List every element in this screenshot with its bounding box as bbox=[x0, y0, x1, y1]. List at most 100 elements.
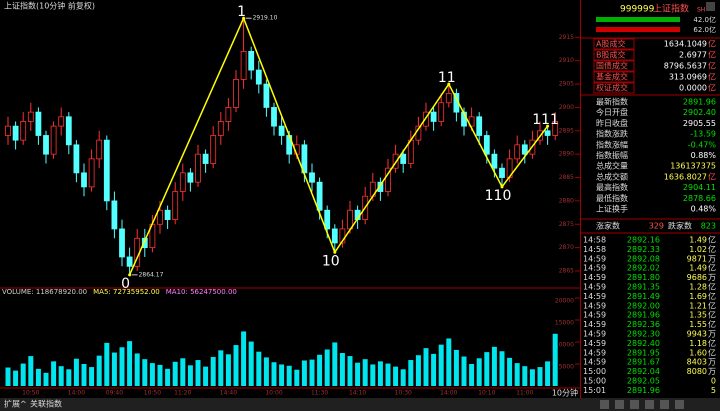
volume-bar bbox=[225, 354, 231, 386]
volume-bar bbox=[96, 355, 102, 386]
trade-time: 14:59 bbox=[583, 264, 606, 273]
candle-body bbox=[468, 116, 475, 127]
volume-bar bbox=[355, 362, 361, 386]
icon[interactable] bbox=[675, 400, 684, 409]
candle-body bbox=[35, 111, 42, 136]
trade-unit: 亿 bbox=[708, 282, 716, 292]
stat-value: 2904.11 bbox=[683, 183, 716, 192]
trade-time: 14:59 bbox=[583, 320, 606, 329]
candle-body bbox=[20, 121, 27, 141]
icon[interactable] bbox=[645, 400, 654, 409]
icon[interactable] bbox=[706, 2, 715, 11]
trade-amount: 5 bbox=[711, 386, 716, 395]
stat-label: 国债成交 bbox=[596, 61, 628, 71]
trade-price: 2892.00 bbox=[627, 301, 660, 310]
candle-body bbox=[248, 50, 255, 71]
candle-body bbox=[331, 228, 338, 244]
trade-amount: 1.02 bbox=[689, 245, 707, 254]
icon[interactable] bbox=[615, 400, 624, 409]
volume-bar bbox=[187, 365, 193, 386]
trade-unit: 万 bbox=[708, 358, 716, 367]
stat-value: -0.47% bbox=[688, 140, 717, 149]
volume-bar bbox=[461, 356, 467, 386]
volume-bar bbox=[324, 349, 330, 386]
wave-label: 11 bbox=[438, 70, 456, 86]
candle-body bbox=[552, 121, 559, 136]
trade-unit: 万 bbox=[708, 254, 716, 263]
candle-body bbox=[96, 139, 103, 160]
volume-bar bbox=[317, 354, 323, 386]
candle-body bbox=[172, 191, 179, 220]
candle-body bbox=[240, 50, 247, 80]
volume-bar bbox=[438, 344, 444, 386]
candle-body bbox=[476, 116, 483, 136]
stat-label: 最新指数 bbox=[596, 97, 628, 107]
candle-body bbox=[126, 256, 133, 267]
candle-body bbox=[423, 111, 429, 127]
volume-bar bbox=[545, 361, 551, 386]
candle-body bbox=[141, 237, 148, 249]
y-tick-label: 2875 bbox=[559, 221, 574, 228]
trade-price: 2891.35 bbox=[627, 283, 660, 292]
wave-label: 111 bbox=[532, 112, 559, 128]
period-label[interactable]: 10分钟 bbox=[552, 388, 578, 398]
trade-amount: 9871 bbox=[687, 254, 707, 263]
trade-unit: 亿 bbox=[708, 244, 716, 254]
candle-body bbox=[157, 209, 163, 225]
x-tick-label: 10:10 bbox=[478, 390, 495, 397]
y-tick-label: 2885 bbox=[559, 174, 574, 181]
candle-body bbox=[217, 121, 224, 136]
volume-bar bbox=[149, 363, 155, 386]
trade-amount: 1.49 bbox=[689, 236, 707, 245]
volume-bar bbox=[385, 363, 391, 386]
volume-bar bbox=[529, 369, 535, 386]
volume-bar bbox=[35, 368, 41, 386]
volume-legend: MA10: 56247500.00 bbox=[166, 288, 237, 296]
candle-body bbox=[233, 79, 239, 108]
volume-bar bbox=[104, 342, 110, 386]
trade-unit: 万 bbox=[708, 273, 716, 282]
stat-value: 1634.1049 bbox=[664, 40, 707, 49]
x-tick-label: 14:10 bbox=[349, 390, 366, 397]
candle-body bbox=[278, 125, 285, 136]
stat-value: 0.48% bbox=[691, 205, 717, 214]
trade-time: 14:58 bbox=[583, 245, 606, 254]
candle-body bbox=[43, 135, 49, 155]
stat-label: 总成交额 bbox=[596, 171, 628, 181]
tab[interactable]: 扩展^ bbox=[4, 399, 27, 409]
candle-body bbox=[483, 135, 490, 155]
icon[interactable] bbox=[660, 400, 669, 409]
stat-label: 最高指数 bbox=[596, 182, 628, 192]
stat-unit: 亿 bbox=[708, 72, 716, 82]
trade-price: 2892.02 bbox=[627, 264, 660, 273]
stat-label: 总成交量 bbox=[596, 161, 628, 171]
y-tick-label: 2900 bbox=[559, 104, 574, 111]
stat-unit: 亿 bbox=[708, 171, 716, 181]
stat-label: 权证成交 bbox=[596, 83, 628, 93]
y-tick-label: 2890 bbox=[559, 151, 574, 158]
trade-amount: 1.18 bbox=[689, 339, 707, 348]
candle-body bbox=[111, 200, 118, 230]
volume-bar bbox=[370, 364, 376, 386]
stat-label: 指数涨跌 bbox=[596, 129, 628, 139]
trade-amount: 9686 bbox=[687, 273, 707, 282]
volume-bar bbox=[362, 359, 368, 386]
tab[interactable]: 关联指数 bbox=[30, 399, 62, 409]
icon[interactable] bbox=[600, 400, 609, 409]
volume-bar bbox=[20, 363, 26, 386]
stat-value: 0.88% bbox=[691, 151, 717, 160]
volume-bar bbox=[5, 367, 11, 386]
stat-value: 1636.8027 bbox=[664, 172, 707, 181]
trade-unit: 亿 bbox=[708, 235, 716, 245]
quote-market: SH bbox=[697, 7, 705, 14]
trade-unit: 万 bbox=[708, 330, 716, 339]
volume-bar bbox=[469, 364, 475, 386]
ratio-label: 42.0亿 bbox=[693, 15, 716, 24]
trade-unit: 亿 bbox=[708, 319, 716, 329]
volume-bar bbox=[111, 352, 117, 386]
trade-time: 14:58 bbox=[583, 236, 606, 245]
icon[interactable] bbox=[630, 400, 639, 409]
volume-bar bbox=[408, 360, 414, 386]
price-annotation: 2919.10 bbox=[253, 15, 278, 22]
volume-bar bbox=[423, 348, 429, 386]
